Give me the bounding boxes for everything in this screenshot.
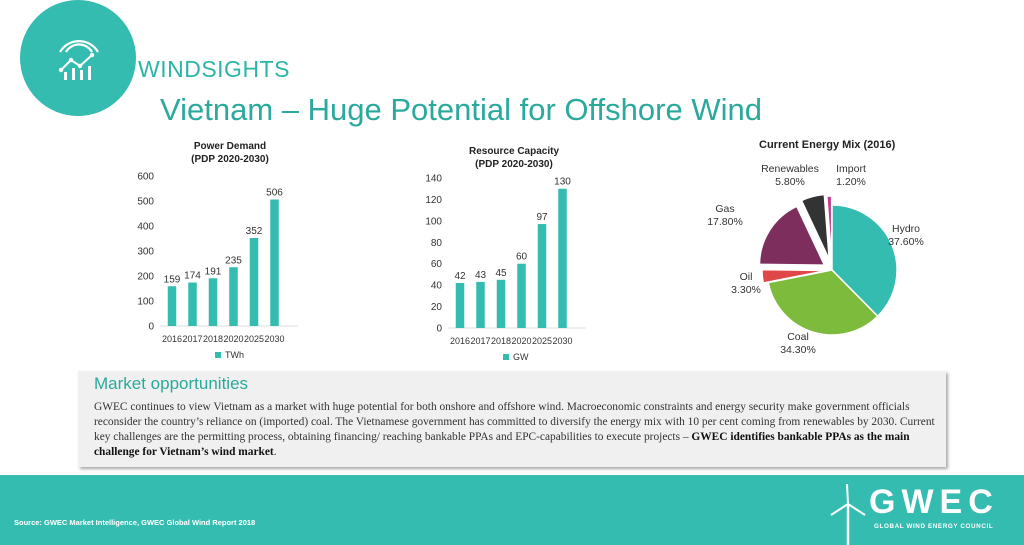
market-opportunities-panel — [78, 371, 946, 467]
chart-title: Resource Capacity — [468, 146, 560, 157]
data-label: 174 — [184, 271, 201, 282]
gwec-full-name: GLOBAL WIND ENERGY COUNCIL — [874, 523, 994, 530]
slice-label: Oil — [740, 271, 753, 283]
data-label: 60 — [516, 252, 528, 263]
x-tick-label: 2030 — [552, 336, 572, 346]
pie-slice-hydro — [831, 204, 898, 318]
pie-slice-gas — [758, 205, 826, 266]
bar — [496, 279, 506, 328]
market-text-end: . — [273, 446, 277, 458]
x-tick-label: 2018 — [203, 334, 223, 344]
y-tick-label: 0 — [436, 324, 442, 335]
bar — [229, 267, 238, 326]
market-emphasis: GWEC identifies bankable PPAs as the mai… — [94, 431, 910, 458]
x-tick-label: 2016 — [450, 336, 470, 346]
y-tick-label: 80 — [431, 238, 443, 249]
x-tick-label: 2025 — [244, 334, 264, 344]
data-label: 43 — [475, 270, 487, 281]
slice-value: 17.80% — [707, 216, 743, 228]
slice-label: Gas — [715, 203, 734, 215]
chart-title: Power Demand — [193, 141, 267, 152]
x-tick-label: 2018 — [491, 336, 511, 346]
market-body: GWEC continues to view Vietnam as a mark… — [94, 400, 942, 460]
data-label: 45 — [495, 268, 507, 279]
y-tick-label: 60 — [431, 259, 443, 270]
data-label: 352 — [246, 226, 263, 237]
footer-bar — [0, 475, 1024, 545]
legend-swatch — [503, 354, 509, 360]
x-tick-label: 2030 — [264, 334, 284, 344]
data-label: 42 — [454, 271, 466, 282]
gwec-logo-text: GWEC — [869, 483, 999, 521]
bar — [517, 263, 526, 328]
resource-capacity-chart: 0 20 40 60 80 100 120 140 42 2016 43 2017 45 2018 60 20… — [425, 174, 586, 362]
page-title: Vietnam – Huge Potential for Offshore Wi… — [160, 92, 762, 127]
data-label: 506 — [266, 188, 283, 199]
data-label: 235 — [225, 255, 242, 266]
x-tick-label: 2025 — [532, 336, 552, 346]
wind-chart-icon — [58, 39, 99, 80]
bar — [455, 283, 465, 328]
bar — [188, 282, 197, 326]
x-tick-label: 2017 — [470, 336, 490, 346]
pie-slice-renewables — [800, 193, 830, 260]
y-tick-label: 400 — [137, 222, 154, 233]
slice-value: 34.30% — [780, 344, 816, 356]
pie-title: Current Energy Mix (2016) — [759, 139, 896, 151]
y-tick-label: 600 — [137, 172, 154, 183]
chart-title-resource-capacity: Resource Capacity (PDP 2020-2030) — [444, 145, 584, 171]
bar — [476, 281, 485, 328]
legend-label: GW — [513, 352, 529, 362]
x-tick-label: 2017 — [182, 334, 202, 344]
bar — [537, 224, 547, 328]
slice-label: Import — [836, 163, 866, 175]
legend-label: TWh — [225, 350, 244, 360]
y-tick-label: 200 — [137, 272, 154, 283]
bar — [167, 286, 177, 326]
chart-title-power-demand: Power Demand (PDP 2020-2030) — [160, 140, 300, 166]
data-label: 159 — [164, 274, 181, 285]
pie-slice-oil — [761, 268, 828, 284]
wind-turbine-icon — [830, 483, 866, 545]
brand-name: WINDSIGHTS — [138, 56, 290, 82]
windsights-logo — [20, 0, 136, 116]
slice-label: Hydro — [892, 223, 920, 235]
y-tick-label: 0 — [148, 322, 154, 333]
y-tick-label: 300 — [137, 247, 154, 258]
slice-value: 5.80% — [775, 176, 805, 188]
source-note: Source: GWEC Market Intelligence, GWEC G… — [14, 518, 256, 527]
market-heading: Market opportunities — [94, 374, 249, 393]
bar — [208, 278, 218, 326]
data-label: 191 — [205, 266, 222, 277]
data-label: 130 — [554, 177, 571, 188]
y-tick-label: 40 — [431, 281, 443, 292]
power-demand-chart: 0 100 200 300 400 500 600 159 2016 174 2017 191 2018… — [137, 172, 298, 360]
y-tick-label: 100 — [425, 216, 442, 227]
y-tick-label: 120 — [425, 195, 442, 206]
bar — [249, 238, 259, 326]
chart-subtitle: (PDP 2020-2030) — [475, 159, 553, 170]
x-tick-label: 2016 — [162, 334, 182, 344]
legend-swatch — [215, 352, 221, 358]
x-tick-label: 2020 — [511, 336, 531, 346]
y-tick-label: 100 — [137, 297, 154, 308]
market-text: GWEC continues to view Vietnam as a mark… — [94, 401, 935, 443]
data-label: 97 — [536, 212, 548, 223]
bar — [558, 188, 567, 328]
x-tick-label: 2020 — [223, 334, 243, 344]
pie-slice-import — [825, 195, 833, 262]
slice-value: 37.60% — [888, 236, 924, 248]
y-tick-label: 500 — [137, 197, 154, 208]
slice-value: 3.30% — [731, 284, 761, 296]
bar — [270, 199, 279, 326]
y-tick-label: 140 — [425, 174, 442, 185]
chart-subtitle: (PDP 2020-2030) — [191, 154, 269, 165]
slice-value: 1.20% — [836, 176, 866, 188]
slice-label: Coal — [787, 331, 809, 343]
pie-slice-coal — [767, 269, 879, 336]
slice-label: Renewables — [761, 163, 819, 175]
y-tick-label: 20 — [431, 302, 443, 313]
